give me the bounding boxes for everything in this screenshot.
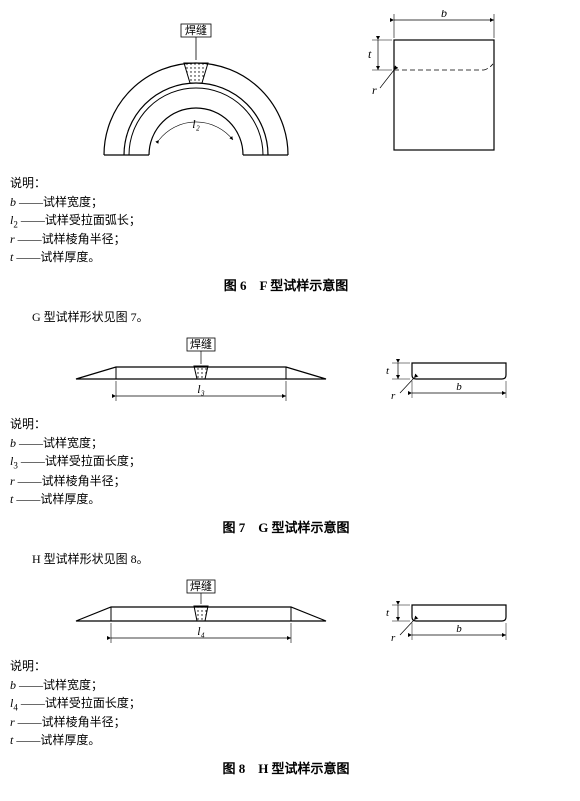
fig8-caption: 图 8 H 型试样示意图 <box>10 758 562 777</box>
fig7-caption: 图 7 G 型试样示意图 <box>10 517 562 536</box>
fig8-t-label: t <box>386 607 390 619</box>
fig7-r-label: r <box>391 390 396 402</box>
fig8-r-label: r <box>391 632 396 644</box>
fig8-row: 焊缝 l₄ t r b <box>10 573 562 653</box>
fig7-legend: 说明： b ——试样宽度； l3 ——试样受拉面长度； r ——试样棱角半径； … <box>10 415 562 506</box>
fig6-legend-l2: 试样受拉面弧长； <box>45 213 141 227</box>
fig7-weld-label: 焊缝 <box>190 337 212 351</box>
fig6-caption: 图 6 F 型试样示意图 <box>10 275 562 294</box>
fig6-r-label: r <box>372 83 377 97</box>
fig7-legend-l3: 试样受拉面长度； <box>45 454 141 468</box>
fig7-legend-t: 试样厚度。 <box>40 492 100 506</box>
fig6-legend-r: 试样棱角半径； <box>42 232 126 246</box>
fig8-legend-r: 试样棱角半径； <box>42 715 126 729</box>
fig8-legend: 说明： b ——试样宽度； l4 ——试样受拉面长度； r ——试样棱角半径； … <box>10 657 562 748</box>
fig8-left-diagram: 焊缝 l₄ <box>56 573 346 653</box>
fig7-intro: G 型试样形状见图 7。 <box>32 308 562 325</box>
fig6-row: 焊缝 l₂ b t r <box>10 10 562 170</box>
fig8-legend-title: 说明： <box>10 657 562 674</box>
fig6-t-label: t <box>368 47 372 61</box>
fig8-legend-b: 试样宽度； <box>43 678 103 692</box>
fig8-legend-t: 试样厚度。 <box>40 733 100 747</box>
fig7-legend-title: 说明： <box>10 415 562 432</box>
fig6-l2-label: l₂ <box>192 117 200 131</box>
fig7-legend-r: 试样棱角半径； <box>42 474 126 488</box>
fig6-legend: 说明： b ——试样宽度； l2 ——试样受拉面弧长； r ——试样棱角半径； … <box>10 174 562 265</box>
fig8-l4-label: l₄ <box>197 624 205 638</box>
fig8-right-diagram: t r b <box>376 573 516 653</box>
fig6-legend-b: 试样宽度； <box>43 195 103 209</box>
fig7-t-label: t <box>386 365 390 377</box>
fig8-b-label: b <box>456 623 462 635</box>
fig8-intro: H 型试样形状见图 8。 <box>32 550 562 567</box>
fig6-legend-t: 试样厚度。 <box>40 250 100 264</box>
fig7-l3-label: l₃ <box>197 382 205 396</box>
fig6-left-diagram: 焊缝 l₂ <box>69 10 324 170</box>
fig7-legend-b: 试样宽度； <box>43 436 103 450</box>
fig7-right-diagram: t r b <box>376 331 516 411</box>
fig6-legend-title: 说明： <box>10 174 562 191</box>
fig7-row: 焊缝 l₃ t r b <box>10 331 562 411</box>
fig6-b-label: b <box>441 10 447 20</box>
fig8-legend-l4: 试样受拉面长度； <box>45 696 141 710</box>
fig6-weld-label: 焊缝 <box>185 23 207 37</box>
fig8-weld-label: 焊缝 <box>190 579 212 593</box>
fig7-b-label: b <box>456 381 462 393</box>
fig7-left-diagram: 焊缝 l₃ <box>56 331 346 411</box>
fig6-right-diagram: b t r <box>354 10 504 160</box>
